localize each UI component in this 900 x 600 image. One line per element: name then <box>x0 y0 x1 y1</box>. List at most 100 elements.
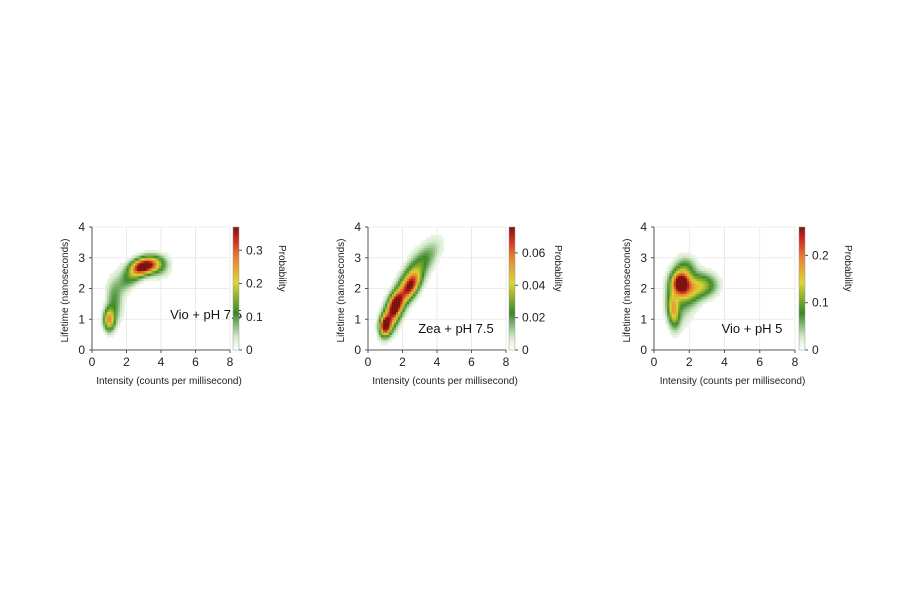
heatmap-cell <box>419 280 423 284</box>
heatmap-cell <box>113 314 117 318</box>
heatmap-cell <box>376 334 380 338</box>
heatmap-cell <box>415 291 418 295</box>
heatmap-cell <box>165 252 168 256</box>
heatmap-cell <box>393 283 397 287</box>
heatmap-cell <box>161 270 164 274</box>
heatmap-cell <box>432 252 436 256</box>
heatmap-cell <box>137 252 140 256</box>
heatmap-cell <box>150 273 153 277</box>
heatmap-cell <box>113 293 117 297</box>
heatmap-cell <box>117 301 121 305</box>
heatmap-cell <box>406 255 410 259</box>
heatmap-cell <box>676 309 679 312</box>
heatmap-cell <box>421 250 425 254</box>
heatmap-cell <box>693 283 697 287</box>
heatmap-cell <box>126 283 130 287</box>
heatmap-cell <box>104 288 108 292</box>
heatmap-cell <box>380 301 384 305</box>
heatmap-cell <box>434 250 438 254</box>
heatmap-cell <box>711 283 714 287</box>
heatmap-cell <box>148 257 151 261</box>
heatmap-cell <box>137 257 140 261</box>
heatmap-cell <box>676 324 679 328</box>
heatmap-cell <box>704 301 708 305</box>
heatmap-cell <box>141 280 145 284</box>
heatmap-cell <box>107 278 110 282</box>
heatmap-cell <box>684 285 688 289</box>
heatmap-cell <box>421 283 425 287</box>
heatmap-cell <box>684 262 688 266</box>
heatmap-cell <box>424 278 427 282</box>
heatmap-cell <box>389 334 393 338</box>
heatmap-cell <box>408 278 412 282</box>
heatmap-cell <box>143 278 147 282</box>
heatmap-cell <box>671 275 675 279</box>
heatmap-cell <box>426 250 429 254</box>
heatmap-cell <box>413 270 416 274</box>
heatmap-cell <box>441 239 444 243</box>
heatmap-cell <box>428 262 431 266</box>
heatmap-cell <box>430 255 434 259</box>
heatmap-cell <box>408 280 412 284</box>
heatmap-cells <box>374 234 444 346</box>
heatmap-cell <box>430 244 434 248</box>
heatmap-cell <box>161 273 164 277</box>
heatmap-cell <box>396 326 399 330</box>
heatmap-cell <box>150 265 153 269</box>
heatmap-cell <box>432 268 436 271</box>
heatmap-cell <box>695 278 699 282</box>
heatmap-cell <box>673 314 677 318</box>
heatmap-cell <box>400 265 403 269</box>
heatmap-cell <box>130 268 134 271</box>
heatmap-cell <box>678 306 681 310</box>
heatmap-cell <box>717 285 721 289</box>
heatmap-cell <box>415 252 418 256</box>
heatmap-cell <box>406 283 410 287</box>
heatmap-cell <box>678 255 681 259</box>
heatmap-cell <box>117 296 121 300</box>
heatmap-cell <box>406 262 410 266</box>
heatmap-cell <box>413 252 416 256</box>
heatmap-cell <box>667 319 670 323</box>
heatmap-cell <box>396 321 399 325</box>
heatmap-cell <box>684 298 688 302</box>
heatmap-cell <box>158 265 162 269</box>
y-tick-label: 3 <box>78 251 85 265</box>
heatmap-cell <box>383 303 386 307</box>
heatmap-cell <box>665 316 668 320</box>
heatmap-cell <box>434 239 438 243</box>
heatmap-cell <box>424 262 427 266</box>
heatmap-cell <box>673 296 677 300</box>
heatmap-cell <box>107 329 110 333</box>
heatmap-cell <box>689 301 692 305</box>
heatmap-cell <box>374 329 378 333</box>
heatmap-cell <box>682 296 686 300</box>
heatmap-cell <box>715 280 719 284</box>
colorbar-tick-label: 0.04 <box>522 278 546 292</box>
heatmap-cell <box>711 280 714 284</box>
heatmap-cell <box>706 275 710 279</box>
heatmap-cell <box>711 275 714 279</box>
heatmap-cell <box>678 273 681 277</box>
heatmap-cell <box>695 268 699 271</box>
heatmap-cell <box>398 319 401 323</box>
heatmap-cell <box>411 270 414 274</box>
heatmap-cell <box>113 296 117 300</box>
heatmap-cell <box>393 314 397 318</box>
heatmap-cell <box>380 316 384 320</box>
heatmap-cell <box>109 278 112 282</box>
heatmap-cell <box>406 288 410 292</box>
heatmap-cell <box>393 321 397 325</box>
heatmap-cell <box>165 262 168 266</box>
heatmap-cell <box>682 324 686 328</box>
heatmap-cell <box>126 275 130 279</box>
heatmap-cell <box>385 314 388 318</box>
heatmap-cell <box>428 265 431 269</box>
heatmap-cell <box>695 309 699 312</box>
heatmap-cell <box>152 265 155 269</box>
heatmap-cell <box>693 255 697 259</box>
heatmap-cell <box>126 293 130 297</box>
heatmap-cell <box>406 265 410 269</box>
heatmap-cell <box>704 280 708 284</box>
colorbar-gradient <box>798 226 806 351</box>
